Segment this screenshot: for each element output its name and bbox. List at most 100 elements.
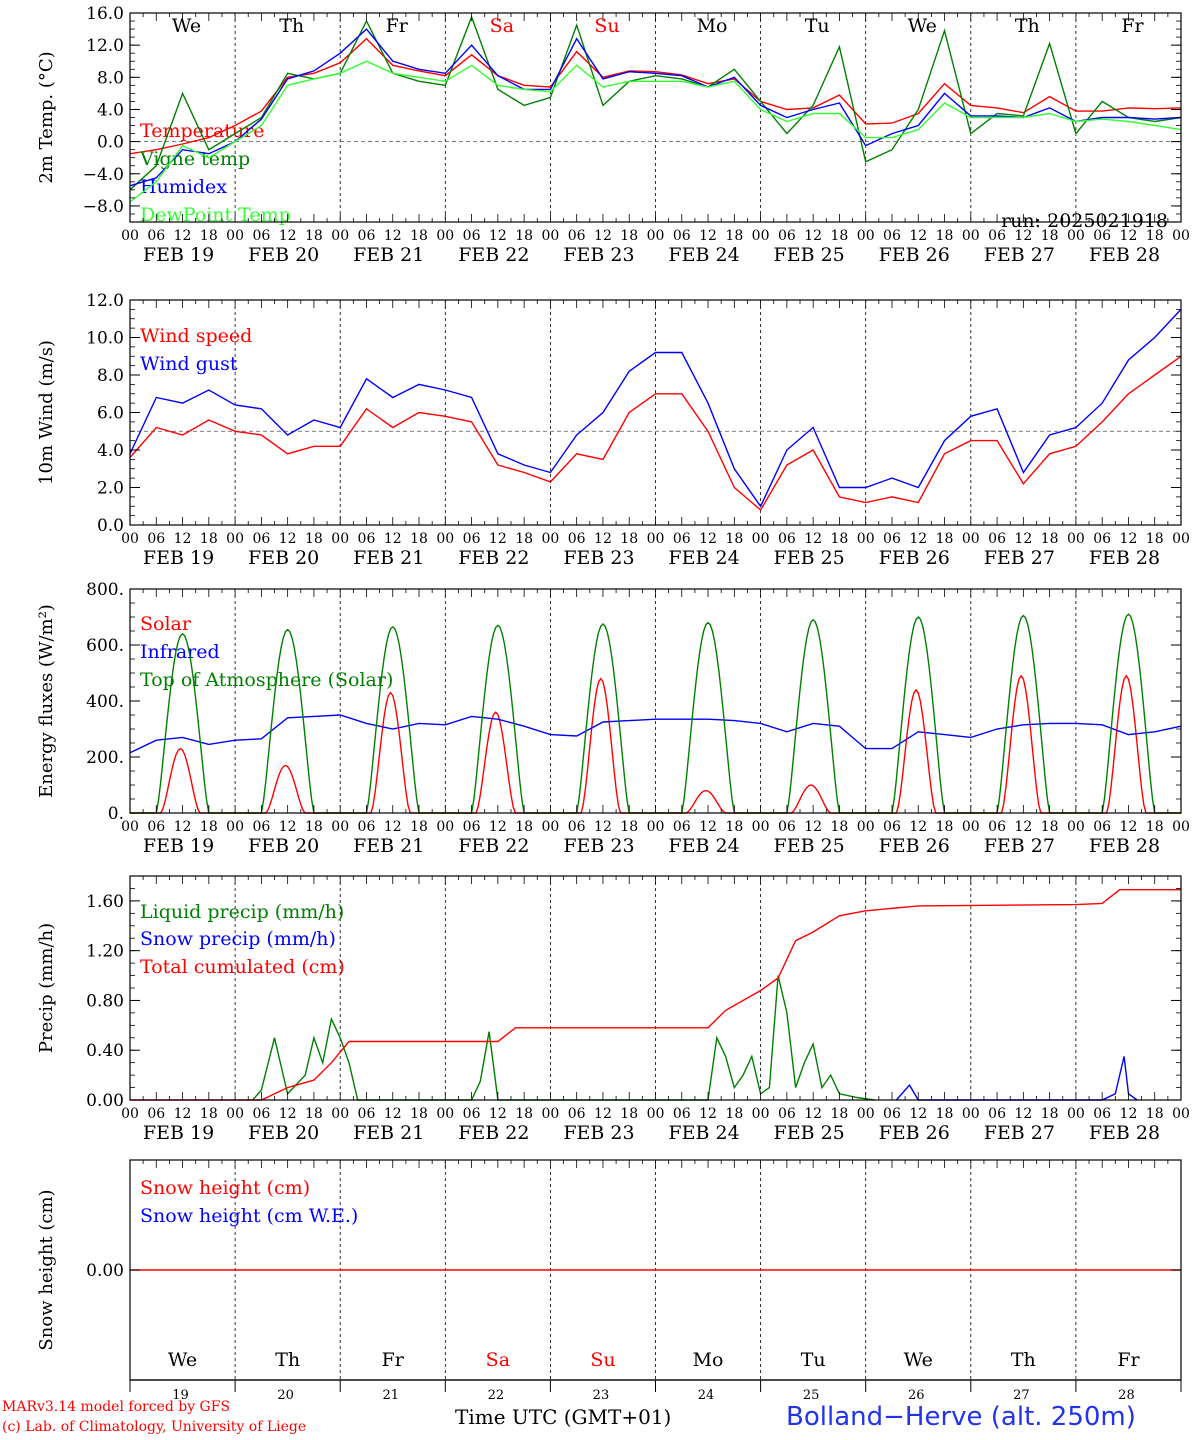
y-tick-label: 0.0 bbox=[97, 516, 124, 536]
y-tick-label: 200. bbox=[86, 748, 124, 768]
hour-label: 06 bbox=[988, 531, 1006, 547]
day-number-label: 20 bbox=[277, 1388, 294, 1403]
hour-label: 12 bbox=[384, 228, 402, 244]
hour-label: 12 bbox=[489, 531, 507, 547]
day-number-label: 24 bbox=[698, 1388, 715, 1403]
hour-label: 00 bbox=[647, 1106, 665, 1122]
date-label: FEB 21 bbox=[353, 244, 424, 266]
hour-label: 18 bbox=[620, 228, 638, 244]
hour-label: 00 bbox=[436, 1106, 454, 1122]
y-axis-label: Energy fluxes (W/m²) bbox=[36, 604, 57, 798]
day-name-label: Fr bbox=[386, 15, 409, 37]
y-tick-label: 2.0 bbox=[97, 479, 124, 499]
date-label: FEB 23 bbox=[563, 835, 634, 857]
hour-label: 06 bbox=[358, 228, 376, 244]
legend-2: Top of Atmosphere (Solar) bbox=[140, 669, 393, 691]
run-annotation: run: 2025021918 bbox=[1001, 210, 1168, 232]
hour-label: 18 bbox=[1146, 1106, 1164, 1122]
legend-2: Humidex bbox=[140, 176, 227, 198]
day-name-label: Tu bbox=[801, 1349, 826, 1371]
date-label: FEB 22 bbox=[458, 244, 529, 266]
series-line-humidex bbox=[129, 28, 1182, 187]
hour-label: 12 bbox=[804, 1106, 822, 1122]
y-tick-label: 0.0 bbox=[97, 133, 124, 153]
day-number-label: 25 bbox=[803, 1388, 820, 1403]
hour-label: 12 bbox=[174, 1106, 192, 1122]
hour-label: 00 bbox=[647, 819, 665, 835]
hour-label: 06 bbox=[988, 819, 1006, 835]
hour-label: 06 bbox=[673, 1106, 691, 1122]
hour-label: 12 bbox=[489, 1106, 507, 1122]
hour-label: 12 bbox=[594, 228, 612, 244]
day-name-label: Su bbox=[594, 15, 619, 37]
hour-label: 12 bbox=[489, 819, 507, 835]
series-line-snow-precip-mm-h- bbox=[895, 1056, 1138, 1101]
hour-label: 18 bbox=[515, 531, 533, 547]
y-tick-label: 12.0 bbox=[86, 291, 124, 311]
hour-label: 18 bbox=[831, 531, 849, 547]
date-label: FEB 26 bbox=[879, 1122, 950, 1144]
hour-label: 00 bbox=[436, 531, 454, 547]
hour-label: 06 bbox=[463, 1106, 481, 1122]
hour-label: 18 bbox=[936, 1106, 954, 1122]
hour-label: 18 bbox=[410, 228, 428, 244]
hour-label: 00 bbox=[121, 1106, 139, 1122]
hour-label: 12 bbox=[909, 819, 927, 835]
y-axis-label: Snow height (cm) bbox=[36, 1189, 57, 1350]
date-label: FEB 20 bbox=[248, 244, 319, 266]
hour-label: 06 bbox=[358, 819, 376, 835]
hour-label: 12 bbox=[279, 228, 297, 244]
hour-label: 00 bbox=[857, 819, 875, 835]
hour-label: 06 bbox=[463, 819, 481, 835]
hour-label: 18 bbox=[1041, 531, 1059, 547]
y-tick-label: 8.0 bbox=[97, 366, 124, 386]
hour-label: 00 bbox=[1067, 228, 1085, 244]
hour-label: 00 bbox=[752, 1106, 770, 1122]
series-line-wind-speed bbox=[129, 355, 1182, 512]
y-tick-label: −8.0 bbox=[83, 197, 124, 217]
date-label: FEB 27 bbox=[984, 1122, 1055, 1144]
hour-label: 00 bbox=[962, 228, 980, 244]
day-number-label: 27 bbox=[1013, 1388, 1030, 1403]
date-label: FEB 20 bbox=[248, 1122, 319, 1144]
hour-label: 06 bbox=[778, 819, 796, 835]
hour-label: 18 bbox=[831, 1106, 849, 1122]
date-label: FEB 22 bbox=[458, 835, 529, 857]
hour-label: 18 bbox=[1041, 819, 1059, 835]
hour-label: 18 bbox=[1146, 531, 1164, 547]
date-label: FEB 28 bbox=[1089, 1122, 1160, 1144]
hour-label: 12 bbox=[594, 1106, 612, 1122]
hour-label: 06 bbox=[988, 1106, 1006, 1122]
hour-label: 00 bbox=[331, 1106, 349, 1122]
hour-label: 12 bbox=[699, 819, 717, 835]
hour-label: 00 bbox=[226, 531, 244, 547]
date-label: FEB 22 bbox=[458, 547, 529, 569]
hour-label: 06 bbox=[147, 228, 165, 244]
hour-label: 00 bbox=[541, 819, 559, 835]
hour-label: 18 bbox=[831, 819, 849, 835]
hour-label: 12 bbox=[909, 228, 927, 244]
series-line-temperature bbox=[129, 37, 1182, 155]
hour-label: 12 bbox=[804, 819, 822, 835]
hour-label: 06 bbox=[252, 228, 270, 244]
date-label: FEB 28 bbox=[1089, 244, 1160, 266]
date-label: FEB 24 bbox=[668, 244, 739, 266]
y-tick-label: 0. bbox=[108, 804, 124, 824]
date-label: FEB 24 bbox=[668, 1122, 739, 1144]
footer-credit-line2: (c) Lab. of Climatology, University of L… bbox=[2, 1419, 307, 1435]
hour-label: 12 bbox=[279, 819, 297, 835]
day-name-label: Mo bbox=[693, 1349, 724, 1371]
hour-label: 06 bbox=[568, 228, 586, 244]
date-label: FEB 27 bbox=[984, 244, 1055, 266]
date-label: FEB 28 bbox=[1089, 547, 1160, 569]
day-name-label: Fr bbox=[1121, 15, 1144, 37]
hour-label: 12 bbox=[1014, 819, 1032, 835]
hour-label: 00 bbox=[647, 228, 665, 244]
hour-label: 12 bbox=[1014, 1106, 1032, 1122]
hour-label: 06 bbox=[1093, 1106, 1111, 1122]
hour-label: 12 bbox=[1014, 531, 1032, 547]
hour-label: 00 bbox=[331, 819, 349, 835]
series-line-total-cumulated-cm- bbox=[130, 889, 1181, 1101]
hour-label: 06 bbox=[883, 228, 901, 244]
date-label: FEB 27 bbox=[984, 547, 1055, 569]
